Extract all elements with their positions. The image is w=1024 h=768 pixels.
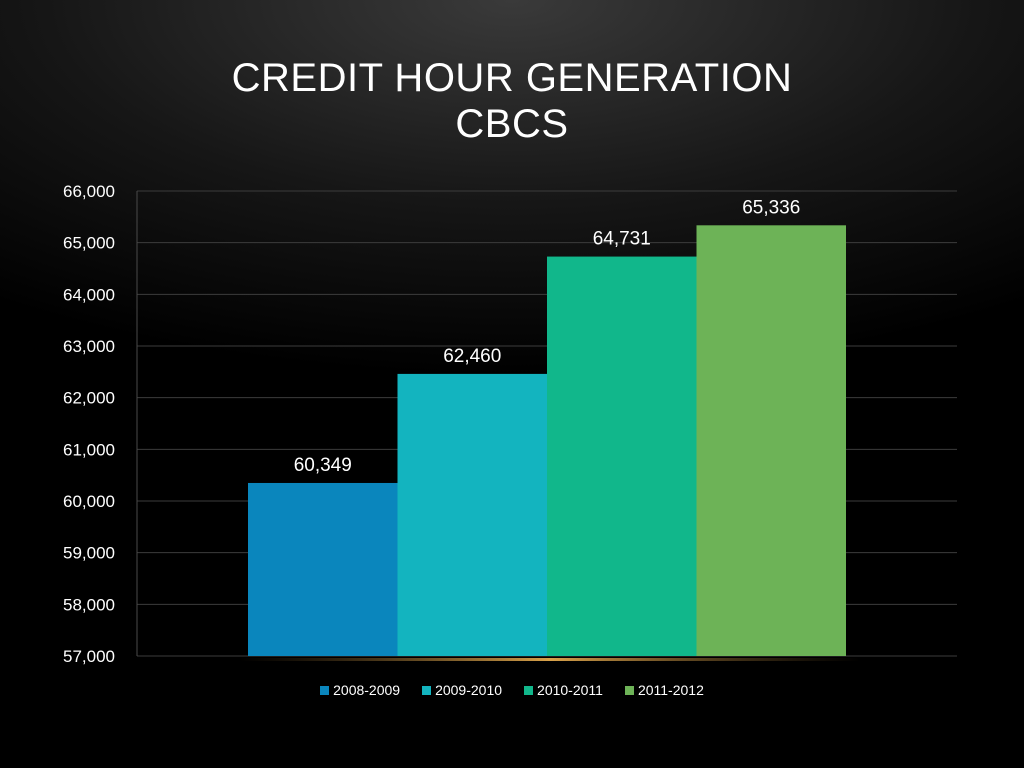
y-tick-label: 59,000 (63, 544, 115, 563)
slide-title-line-2: CBCS (455, 102, 569, 146)
data-label-2011-2012: 65,336 (742, 197, 800, 218)
legend-swatch (624, 685, 634, 695)
bar-2009-2010 (397, 373, 547, 656)
legend-item-2008-2009: 2008-2009 (320, 682, 400, 698)
axes (136, 191, 860, 661)
y-tick-label: 58,000 (63, 595, 115, 614)
data-label-2010-2011: 64,731 (593, 229, 651, 250)
y-axis-tick-labels: 57,000 58,000 59,000 60,000 61,000 62,000 63,0… (63, 182, 115, 666)
legend-item-2011-2012: 2011-2012 (624, 682, 704, 698)
data-label-2009-2010: 62,460 (443, 346, 501, 367)
y-tick-label: 63,000 (63, 337, 115, 356)
data-label-2008-2009: 60,349 (294, 455, 352, 476)
bar-2010-2011 (547, 256, 697, 656)
legend-item-2009-2010: 2009-2010 (422, 682, 502, 698)
legend-item-2010-2011: 2010-2011 (524, 682, 603, 698)
chart-legend: 2008-2009 2009-2010 2010-2011 2011-2012 (0, 682, 1024, 698)
y-tick-label: 60,000 (63, 492, 115, 511)
bar-2011-2012 (696, 225, 846, 656)
legend-swatch (524, 685, 534, 695)
y-tick-label: 61,000 (63, 440, 115, 459)
y-tick-label: 64,000 (63, 285, 115, 304)
y-tick-label: 62,000 (63, 389, 115, 408)
legend-label: 2010-2011 (537, 682, 603, 698)
bar-2008-2009 (248, 482, 398, 656)
legend-swatch (320, 685, 330, 695)
slide-title: CREDIT HOUR GENERATION CBCS (0, 55, 1024, 147)
bars (248, 225, 846, 656)
legend-label: 2008-2009 (333, 682, 401, 698)
legend-label: 2011-2012 (637, 682, 704, 698)
legend-swatch (422, 685, 432, 695)
data-labels: 60,349 62,460 64,731 65,336 (294, 197, 801, 476)
x-axis-glow (240, 658, 860, 661)
y-tick-label: 66,000 (63, 182, 115, 201)
legend-label: 2009-2010 (435, 682, 503, 698)
slide-title-line-1: CREDIT HOUR GENERATION (231, 56, 793, 100)
y-tick-label: 57,000 (63, 647, 115, 666)
y-tick-label: 65,000 (63, 234, 115, 253)
